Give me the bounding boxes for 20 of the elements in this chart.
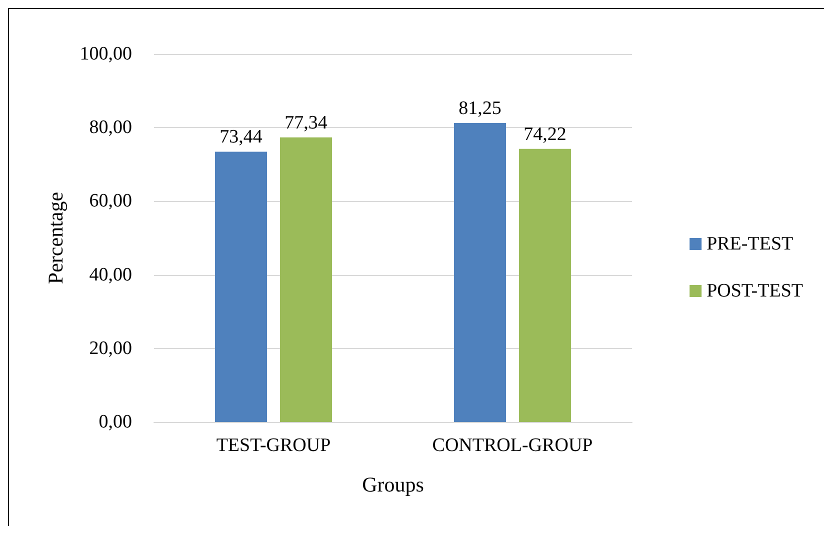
y-tick-label: 0,00 — [98, 412, 132, 432]
y-axis-title: Percentage — [44, 192, 68, 284]
x-axis-title: Groups — [362, 472, 424, 496]
bar — [519, 148, 571, 422]
data-label: 74,22 — [524, 124, 566, 145]
y-tick-label: 80,00 — [89, 117, 132, 138]
y-tick-label: 40,00 — [89, 264, 132, 286]
y-tick-label: 20,00 — [89, 338, 132, 359]
bar — [454, 123, 506, 422]
x-tick-label: TEST-GROUP — [216, 435, 331, 456]
legend-label: PRE-TEST — [706, 234, 794, 254]
y-tick-label: 100,00 — [80, 44, 132, 64]
bar — [280, 137, 332, 422]
legend-label: POST-TEST — [706, 280, 804, 302]
data-label: 73,44 — [220, 126, 263, 148]
data-label: 81,25 — [458, 98, 502, 119]
bar — [215, 152, 267, 422]
x-tick-label: CONTROL-GROUP — [432, 435, 593, 456]
data-label: 77,34 — [284, 112, 328, 134]
y-tick-label: 60,00 — [89, 190, 132, 212]
